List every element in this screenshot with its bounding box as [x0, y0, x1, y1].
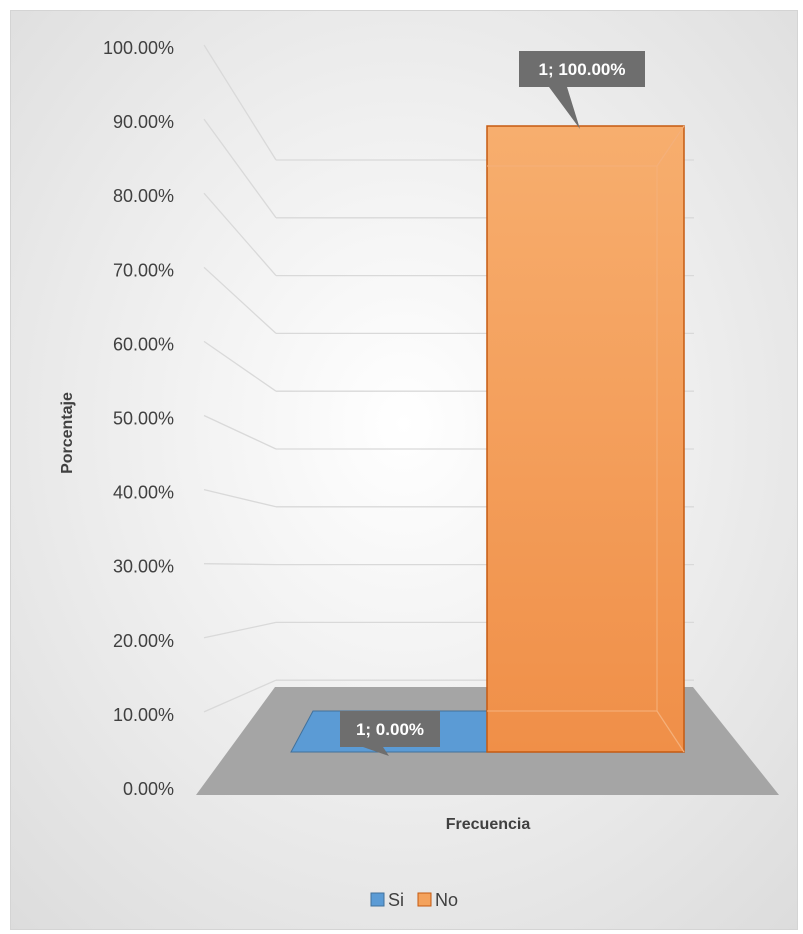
legend: Si No	[370, 890, 458, 910]
data-label-no: 1; 100.00%	[539, 60, 626, 79]
bar-no-bottom-edge	[656, 710, 685, 753]
gridline-side	[203, 118, 277, 219]
data-label-si: 1; 0.00%	[356, 720, 424, 739]
y-tick-label: 0.00%	[123, 779, 174, 799]
bar-no	[486, 125, 685, 753]
chart-frame: 0.00% 10.00% 20.00% 30.00% 40.00% 50.00% 60.00…	[10, 10, 798, 930]
gridline-side	[203, 192, 277, 277]
gridline-side	[203, 44, 277, 161]
y-tick-label: 80.00%	[113, 186, 174, 206]
data-label-si-box	[340, 711, 440, 747]
gridline-side	[203, 414, 277, 450]
legend-swatch-si	[370, 892, 385, 907]
gridline-side	[203, 340, 277, 392]
gridline-side	[203, 679, 277, 713]
gridline-side	[203, 621, 277, 639]
legend-label-si: Si	[388, 890, 404, 910]
y-tick-label: 90.00%	[113, 112, 174, 132]
chart-svg: 0.00% 10.00% 20.00% 30.00% 40.00% 50.00% 60.00…	[11, 11, 797, 929]
y-tick-labels: 0.00% 10.00% 20.00% 30.00% 40.00% 50.00% 60.00…	[103, 38, 174, 799]
y-tick-label: 30.00%	[113, 557, 174, 577]
gridline-side	[203, 488, 277, 508]
y-tick-label: 70.00%	[113, 260, 174, 280]
y-tick-label: 50.00%	[113, 409, 174, 429]
data-labels: 1; 100.00% 1; 0.00%	[340, 51, 645, 756]
y-tick-label: 40.00%	[113, 483, 174, 503]
data-label-si-pointer	[363, 747, 389, 756]
x-axis-title: Frecuencia	[446, 816, 531, 833]
y-tick-label: 100.00%	[103, 38, 174, 58]
data-label-no-box	[519, 51, 645, 87]
gridline-side	[203, 266, 277, 334]
bar-no-back-edge	[487, 165, 658, 712]
legend-label-no: No	[435, 890, 458, 910]
y-tick-label: 10.00%	[113, 705, 174, 725]
y-tick-label: 20.00%	[113, 631, 174, 651]
bar-no-top-edge	[656, 125, 685, 167]
gridline-side	[203, 563, 277, 566]
data-label-no-pointer	[549, 87, 580, 129]
y-tick-label: 60.00%	[113, 334, 174, 354]
y-axis-title: Porcentaje	[59, 392, 76, 474]
legend-swatch-no	[417, 892, 432, 907]
